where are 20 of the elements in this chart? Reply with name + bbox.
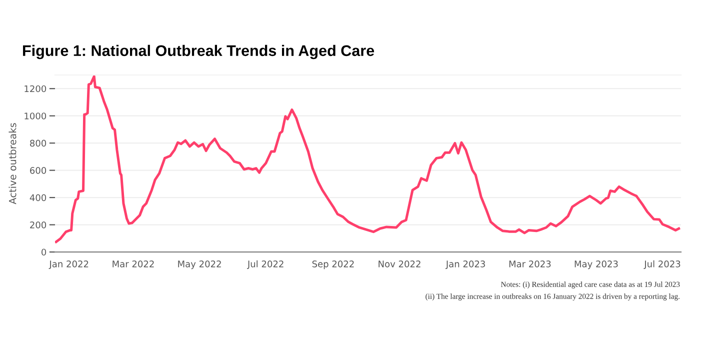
x-tick-label: Mar 2022	[112, 260, 154, 268]
x-tick-label: Sep 2022	[312, 260, 354, 270]
y-tick-label: 1200	[24, 85, 46, 92]
x-tick-label: Jul 2023	[644, 260, 680, 269]
x-tick-label: Nov 2022	[378, 260, 420, 268]
y-tick-label: 600	[30, 167, 46, 174]
chart-title: Figure 1: National Outbreak Trends in Aged Care	[23, 44, 374, 60]
y-tick-label: 200	[30, 222, 46, 228]
x-tick-label: Jul 2022	[247, 260, 284, 269]
y-tick-label: 1000	[24, 112, 46, 120]
y-tick-label: 400	[30, 194, 46, 202]
y-tick-label: 800	[30, 140, 46, 147]
x-tick-label: May 2022	[178, 260, 221, 270]
x-tick-label: Mar 2023	[509, 260, 551, 268]
y-axis-title: Active outbreaks	[8, 123, 16, 204]
x-tick-label: Jan 2023	[445, 260, 485, 269]
y-tick-label: 0	[42, 248, 46, 256]
x-tick-label: Jan 2022	[48, 260, 88, 269]
x-tick-label: May 2023	[574, 260, 618, 270]
line-series	[55, 75, 680, 244]
